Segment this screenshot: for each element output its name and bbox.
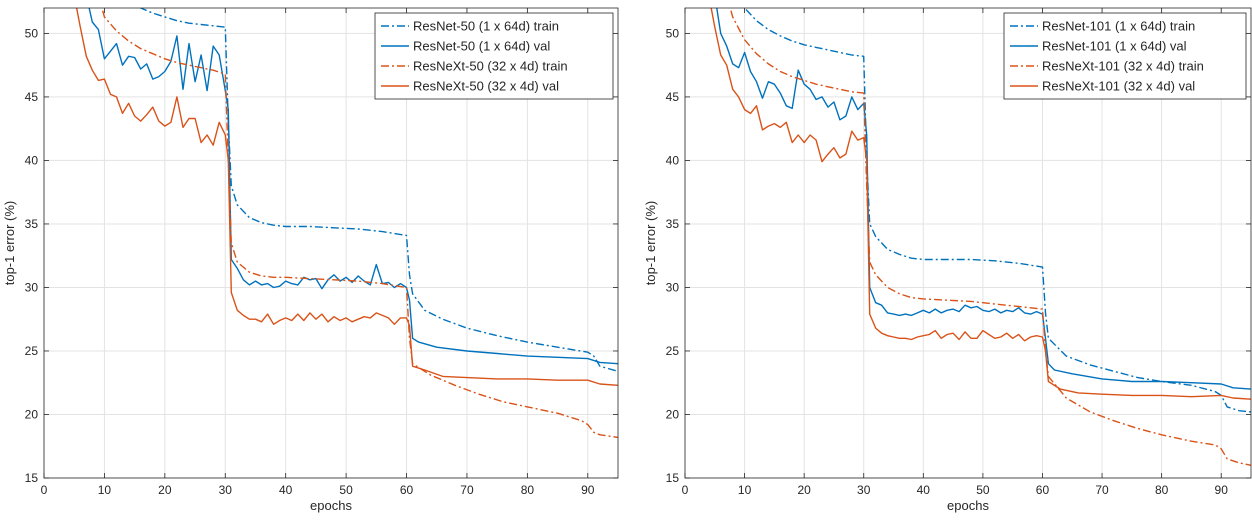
series-line-1 — [743, 8, 1251, 413]
y-tick-label: 50 — [25, 26, 39, 40]
legend-entry: ResNeXt-50 (32 x 4d) val — [413, 79, 559, 94]
series-line-4 — [710, 8, 1251, 400]
x-tick-label: 30 — [857, 483, 871, 497]
y-tick-label: 25 — [25, 344, 39, 358]
x-tick-label: 70 — [1095, 483, 1109, 497]
x-tick-label: 30 — [219, 483, 233, 497]
x-axis-label: epochs — [947, 498, 989, 513]
legend-entry: ResNet-50 (1 x 64d) train — [413, 19, 559, 34]
legend-entry: ResNet-101 (1 x 64d) val — [1042, 39, 1187, 54]
x-tick-label: 50 — [976, 483, 990, 497]
y-tick-label: 25 — [666, 344, 680, 358]
series-line-2 — [716, 8, 1251, 390]
y-tick-label: 15 — [666, 471, 680, 485]
x-tick-label: 90 — [581, 483, 595, 497]
y-tick-label: 20 — [666, 407, 680, 421]
chart-panel-2: 15 20 25 30 35 40 45 50 0 10 20 30 40 50 60 70 80 90 epoch… — [643, 7, 1252, 513]
y-tick-label: 45 — [25, 90, 39, 104]
series-line-1 — [139, 8, 618, 372]
legend: ResNet-101 (1 x 64d) train ResNet-101 (1 … — [1003, 12, 1247, 100]
y-axis-label: top-1 error (%) — [643, 201, 658, 286]
axes-box — [684, 7, 1252, 479]
y-tick-label: 30 — [666, 280, 680, 294]
legend-entry: ResNeXt-101 (32 x 4d) val — [1042, 79, 1195, 94]
x-tick-label: 70 — [460, 483, 474, 497]
x-tick-label: 10 — [738, 483, 752, 497]
x-tick-label: 20 — [158, 483, 172, 497]
y-tick-label: 20 — [25, 407, 39, 421]
x-axis-label: epochs — [310, 498, 352, 513]
legend-entry: ResNeXt-101 (32 x 4d) train — [1042, 59, 1204, 74]
x-tick-label: 40 — [917, 483, 931, 497]
y-tick-label: 40 — [25, 153, 39, 167]
legend-entry: ResNet-101 (1 x 64d) train — [1042, 19, 1195, 34]
x-tick-label: 40 — [279, 483, 293, 497]
x-tick-label: 0 — [41, 483, 48, 497]
y-tick-label: 15 — [25, 471, 39, 485]
x-tick-label: 90 — [1215, 483, 1229, 497]
y-tick-label: 40 — [666, 153, 680, 167]
x-tick-label: 60 — [1036, 483, 1050, 497]
y-tick-label: 45 — [666, 90, 680, 104]
x-tick-label: 0 — [682, 483, 689, 497]
legend-box — [1003, 12, 1247, 100]
legend: ResNet-50 (1 x 64d) train ResNet-50 (1 x … — [374, 12, 614, 100]
y-axis-label: top-1 error (%) — [2, 201, 17, 286]
x-tick-label: 20 — [797, 483, 811, 497]
legend-entry: ResNet-50 (1 x 64d) val — [413, 39, 550, 54]
y-tick-label: 35 — [666, 217, 680, 231]
legend-entry: ResNeXt-50 (32 x 4d) train — [413, 59, 568, 74]
x-tick-label: 80 — [521, 483, 535, 497]
axes-box — [43, 7, 619, 479]
y-tick-label: 35 — [25, 217, 39, 231]
y-tick-label: 50 — [666, 26, 680, 40]
x-tick-label: 50 — [339, 483, 353, 497]
series-line-3 — [101, 8, 618, 439]
legend-box — [374, 12, 614, 100]
x-tick-label: 60 — [400, 483, 414, 497]
chart-panel-1: 15 20 25 30 35 40 45 50 0 10 20 30 40 50 60 70 80 90 epoch… — [2, 7, 619, 513]
x-tick-label: 80 — [1155, 483, 1169, 497]
y-tick-label: 30 — [25, 280, 39, 294]
x-tick-label: 10 — [98, 483, 112, 497]
series-line-4 — [75, 8, 618, 386]
